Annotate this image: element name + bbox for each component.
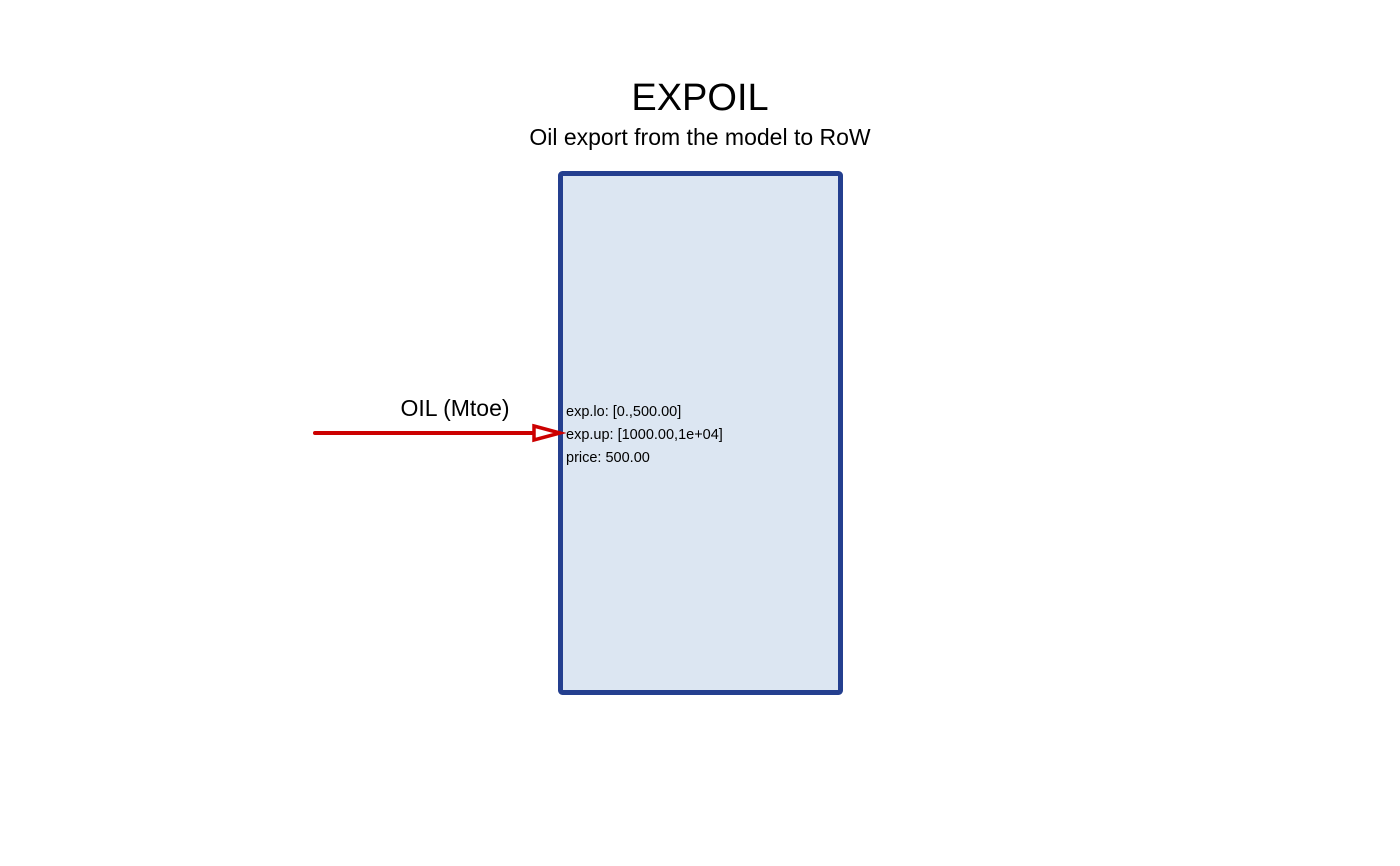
arrow-head-icon [532, 423, 567, 443]
parameter-exp-up: exp.up: [1000.00,1e+04] [566, 427, 723, 443]
parameter-exp-lo: exp.lo: [0.,500.00] [566, 404, 681, 420]
input-flow-label: OIL (Mtoe) [400, 395, 509, 421]
parameter-price: price: 500.00 [566, 450, 650, 466]
diagram-subtitle: Oil export from the model to RoW [529, 124, 871, 150]
parameter-list: exp.lo: [0.,500.00] exp.up: [1000.00,1e+… [566, 404, 723, 466]
input-flow: OIL (Mtoe) [313, 395, 567, 443]
diagram-title: EXPOIL [631, 77, 768, 119]
